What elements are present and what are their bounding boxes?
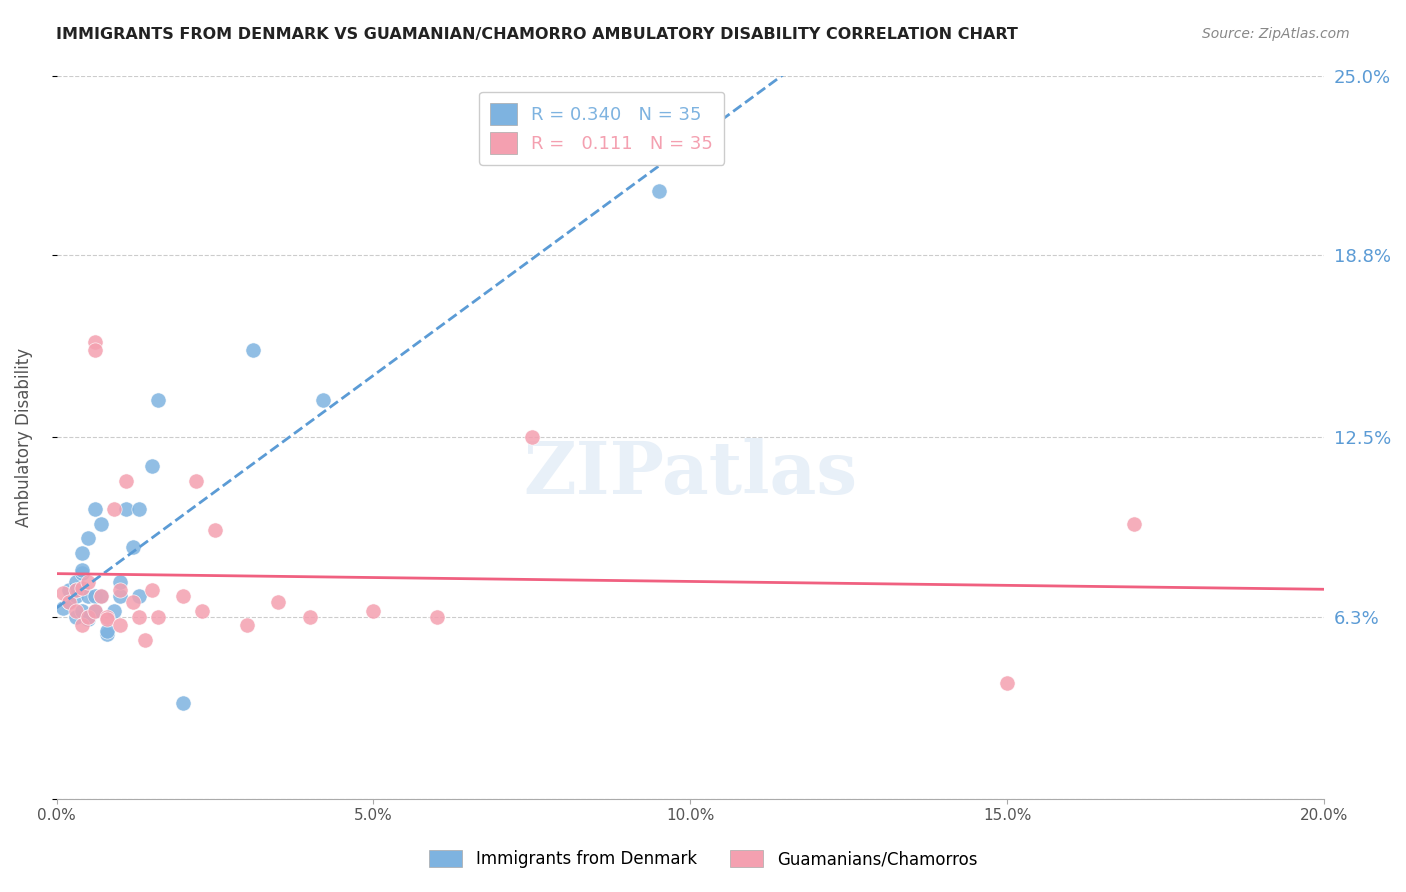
Point — [121, 595, 143, 609]
Point — [128, 502, 150, 516]
Point — [134, 632, 156, 647]
Point — [128, 609, 150, 624]
Point — [191, 604, 214, 618]
Point — [58, 595, 80, 609]
Point — [77, 609, 100, 624]
Point — [108, 574, 131, 589]
Legend: R = 0.340   N = 35, R =   0.111   N = 35: R = 0.340 N = 35, R = 0.111 N = 35 — [479, 92, 724, 165]
Point — [146, 392, 169, 407]
Point — [1122, 516, 1144, 531]
Point — [121, 540, 143, 554]
Text: Source: ZipAtlas.com: Source: ZipAtlas.com — [1202, 27, 1350, 41]
Y-axis label: Ambulatory Disability: Ambulatory Disability — [15, 348, 32, 526]
Point — [520, 430, 543, 444]
Point — [995, 676, 1018, 690]
Point — [90, 589, 112, 603]
Point — [77, 532, 100, 546]
Point — [52, 586, 75, 600]
Point — [103, 604, 125, 618]
Point — [70, 581, 93, 595]
Point — [96, 624, 118, 638]
Point — [128, 589, 150, 603]
Point — [96, 612, 118, 626]
Point — [65, 589, 87, 603]
Point — [96, 609, 118, 624]
Point — [647, 184, 669, 198]
Point — [172, 696, 194, 710]
Point — [299, 609, 322, 624]
Point — [363, 604, 385, 618]
Point — [83, 502, 105, 516]
Point — [141, 458, 163, 473]
Point — [70, 546, 93, 560]
Point — [146, 609, 169, 624]
Point — [58, 583, 80, 598]
Point — [77, 609, 100, 624]
Point — [96, 627, 118, 641]
Point — [70, 618, 93, 632]
Point — [90, 516, 112, 531]
Point — [103, 502, 125, 516]
Text: IMMIGRANTS FROM DENMARK VS GUAMANIAN/CHAMORRO AMBULATORY DISABILITY CORRELATION : IMMIGRANTS FROM DENMARK VS GUAMANIAN/CHA… — [56, 27, 1018, 42]
Point — [108, 583, 131, 598]
Point — [77, 589, 100, 603]
Point — [65, 609, 87, 624]
Legend: Immigrants from Denmark, Guamanians/Chamorros: Immigrants from Denmark, Guamanians/Cham… — [422, 843, 984, 875]
Point — [83, 589, 105, 603]
Point — [70, 563, 93, 577]
Point — [65, 583, 87, 598]
Point — [172, 589, 194, 603]
Point — [108, 589, 131, 603]
Point — [65, 583, 87, 598]
Point — [83, 604, 105, 618]
Point — [65, 574, 87, 589]
Point — [204, 523, 226, 537]
Point — [52, 600, 75, 615]
Point — [426, 609, 449, 624]
Point — [58, 595, 80, 609]
Point — [77, 574, 100, 589]
Point — [242, 343, 264, 358]
Point — [267, 595, 290, 609]
Point — [312, 392, 335, 407]
Point — [77, 612, 100, 626]
Text: ZIPatlas: ZIPatlas — [523, 438, 858, 508]
Point — [141, 583, 163, 598]
Point — [83, 334, 105, 349]
Point — [235, 618, 257, 632]
Point — [70, 566, 93, 580]
Point — [108, 618, 131, 632]
Point — [70, 604, 93, 618]
Point — [83, 604, 105, 618]
Point — [184, 474, 207, 488]
Point — [115, 474, 138, 488]
Point — [65, 604, 87, 618]
Point — [83, 343, 105, 358]
Point — [90, 589, 112, 603]
Point — [115, 502, 138, 516]
